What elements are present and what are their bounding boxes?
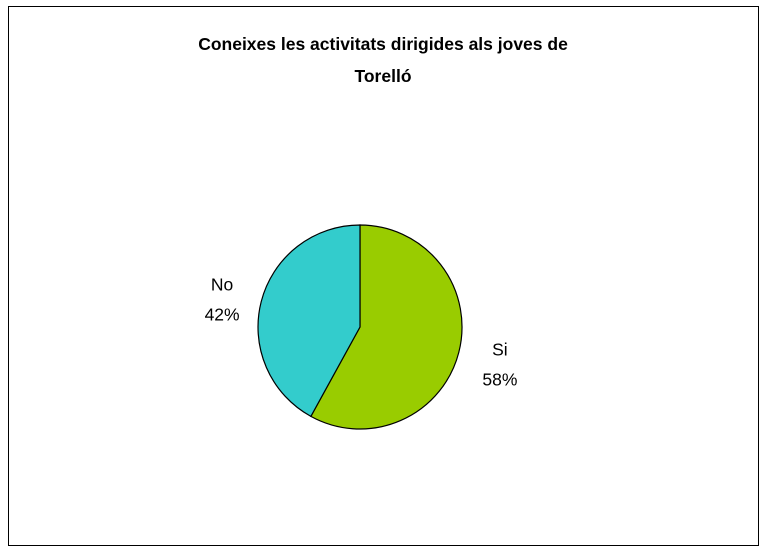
data-label-no: No 42%: [205, 275, 240, 325]
chart-title-line-1: Coneixes les activitats dirigides als jo…: [198, 34, 568, 54]
data-label-percent: 42%: [205, 305, 240, 325]
pie-slice-no: [257, 224, 361, 418]
chart-title-line-2: Torelló: [354, 66, 412, 86]
pie-slices: [257, 224, 463, 430]
data-label-category: No: [211, 275, 233, 295]
chart-title: Coneixes les activitats dirigides als jo…: [0, 28, 766, 92]
pie-data-labels: Si 58% No 42%: [205, 275, 518, 390]
pie-slice-si: [310, 224, 463, 430]
data-label-category: Si: [492, 339, 508, 359]
data-label-si: Si 58%: [482, 339, 517, 389]
pie-chart: Si 58% No 42%: [205, 224, 518, 430]
data-label-percent: 58%: [482, 369, 517, 389]
